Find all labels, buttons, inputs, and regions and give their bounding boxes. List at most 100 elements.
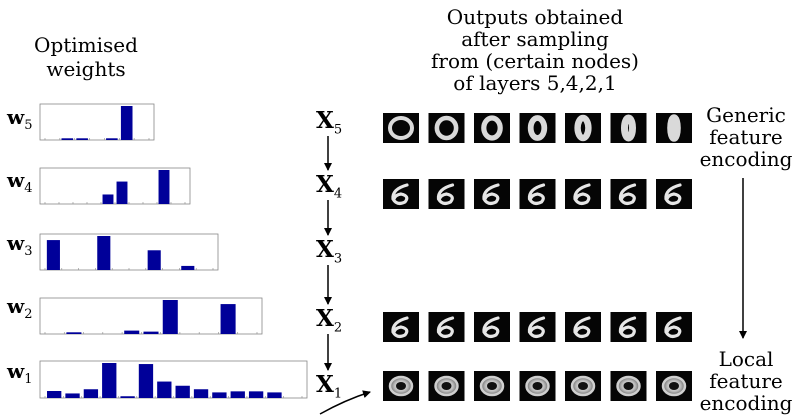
sample-tile-layer-1	[656, 371, 692, 401]
sample-tile-layer-1	[565, 371, 601, 401]
sample-tile-layer-2	[474, 312, 510, 342]
weight-bar	[61, 138, 74, 140]
sample-tile-layer-5	[610, 113, 647, 143]
digit-hole	[396, 382, 406, 390]
digit-stroke	[573, 183, 591, 206]
digit-stroke	[481, 115, 503, 141]
digit-stroke	[618, 183, 637, 206]
digit-stroke	[527, 115, 548, 141]
sample-tile-layer-2	[656, 312, 692, 342]
sample-tile-layer-4	[656, 179, 692, 209]
sample-tile-layer-1	[428, 371, 465, 401]
digit-stroke	[436, 316, 455, 339]
digit-hole	[623, 382, 634, 390]
sample-tile-layer-1	[383, 371, 419, 401]
sample-tile-layer-4	[565, 179, 601, 209]
weight-bar	[181, 265, 195, 270]
sample-tile-layer-1	[610, 371, 647, 401]
sample-tile-layer-4	[383, 179, 419, 209]
digit-hole	[532, 382, 543, 390]
sample-tile-layer-4	[519, 179, 556, 209]
weight-bar	[138, 364, 154, 398]
digit-stroke	[482, 316, 500, 339]
weight-bar	[47, 391, 62, 398]
right-title-line: Outputs obtained	[446, 5, 624, 29]
sample-tile-layer-2	[565, 312, 601, 342]
digit-hole	[578, 382, 588, 390]
sample-tile-layer-5	[565, 113, 601, 143]
sample-tile-layer-1	[474, 371, 510, 401]
sample-tile-layer-2	[519, 312, 556, 342]
digit-stroke	[527, 183, 546, 206]
generic-label-line: Generic	[706, 103, 786, 127]
weight-plot-4	[39, 167, 191, 205]
sample-tile-layer-4	[474, 179, 510, 209]
weight-bar	[66, 332, 82, 334]
plot-frame	[39, 103, 155, 141]
generic-label-line: feature	[709, 125, 783, 149]
optimised-weights-title: Optimised weights	[0, 33, 172, 81]
right-title-line: after sampling	[461, 27, 609, 51]
sample-tile-layer-2	[610, 312, 647, 342]
weight-bar	[46, 240, 60, 270]
weight-bar	[212, 392, 227, 398]
left-title-line: Optimised	[34, 33, 138, 57]
weight-bar	[102, 194, 114, 204]
weight-plot-1	[39, 360, 308, 399]
sample-tile-layer-5	[519, 113, 556, 143]
sample-tile-layer-5	[428, 113, 465, 143]
local-label-line: Local	[718, 347, 774, 371]
generic-label-line: encoding	[699, 147, 793, 171]
right-title-line: from (certain nodes)	[431, 49, 639, 73]
weight-label-3: w3	[7, 231, 33, 259]
right-title-line: of layers 5,4,2,1	[453, 71, 617, 95]
plot-frame	[39, 233, 219, 271]
weight-bar	[162, 300, 178, 334]
weight-label-2: w2	[7, 294, 33, 322]
digit-stroke	[667, 114, 681, 142]
x-node-4: X4	[316, 171, 343, 202]
digit-stroke	[391, 183, 409, 206]
weight-bar	[124, 330, 140, 334]
digit-stroke	[618, 316, 637, 339]
x-node-3: X3	[316, 236, 343, 267]
weight-bar	[65, 393, 80, 398]
digit-hole	[441, 382, 452, 390]
local-feature-encoding-label: Local feature encoding	[696, 348, 796, 414]
weight-plot-5	[39, 103, 155, 141]
weight-label-1: w1	[7, 359, 33, 387]
weight-bar	[76, 138, 88, 140]
digit-stroke	[621, 114, 636, 142]
weight-bar	[267, 392, 282, 398]
sample-tile-layer-2	[383, 312, 419, 342]
weight-bar	[97, 236, 111, 270]
sample-tile-layer-5	[656, 113, 692, 143]
weight-bar	[157, 381, 172, 398]
sample-tile-layer-5	[383, 113, 419, 143]
weight-label-4: w4	[7, 168, 33, 196]
digit-stroke	[573, 316, 591, 339]
left-title-line: weights	[46, 57, 126, 81]
digit-hole	[669, 382, 679, 390]
sample-tile-layer-2	[428, 312, 465, 342]
weight-bar	[220, 304, 236, 334]
sample-tile-layer-1	[519, 371, 556, 401]
x-node-5: X5	[316, 107, 343, 138]
digit-stroke	[434, 115, 459, 141]
weight-label-5: w5	[7, 105, 33, 133]
digit-stroke	[436, 183, 455, 206]
outputs-title: Outputs obtained after sampling from (ce…	[400, 6, 670, 94]
weight-bar	[230, 391, 245, 398]
digit-stroke	[664, 316, 682, 339]
sample-tile-layer-4	[610, 179, 647, 209]
weight-bar	[116, 181, 128, 204]
weight-bar	[120, 396, 135, 398]
curved-arrow-x1-samples	[319, 390, 371, 415]
weight-bar	[83, 389, 99, 398]
weight-bar	[158, 170, 170, 204]
weight-plot-2	[39, 297, 263, 335]
weight-plot-3	[39, 233, 219, 271]
x-node-1: X1	[316, 371, 343, 402]
digit-stroke	[574, 114, 592, 142]
sample-tile-layer-5	[474, 113, 510, 143]
